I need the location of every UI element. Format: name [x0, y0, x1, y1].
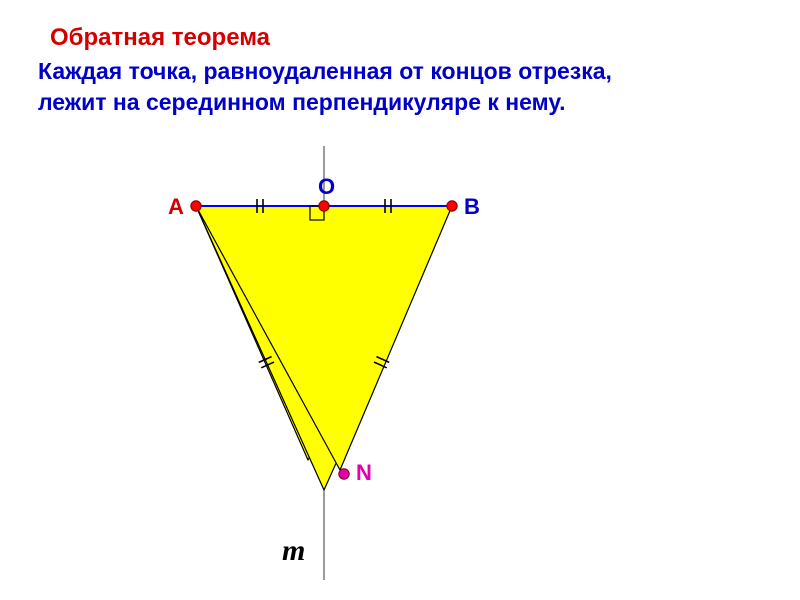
point-n — [339, 469, 349, 479]
label-n: N — [356, 460, 372, 485]
point-a — [191, 201, 201, 211]
point-o — [319, 201, 329, 211]
triangle-3 — [196, 206, 452, 470]
label-o: О — [318, 174, 335, 199]
label-a: А — [168, 194, 184, 219]
label-m: m — [282, 534, 305, 567]
geometry-diagram: А В О Nm — [0, 0, 800, 600]
point-b — [447, 201, 457, 211]
label-b: В — [464, 194, 480, 219]
